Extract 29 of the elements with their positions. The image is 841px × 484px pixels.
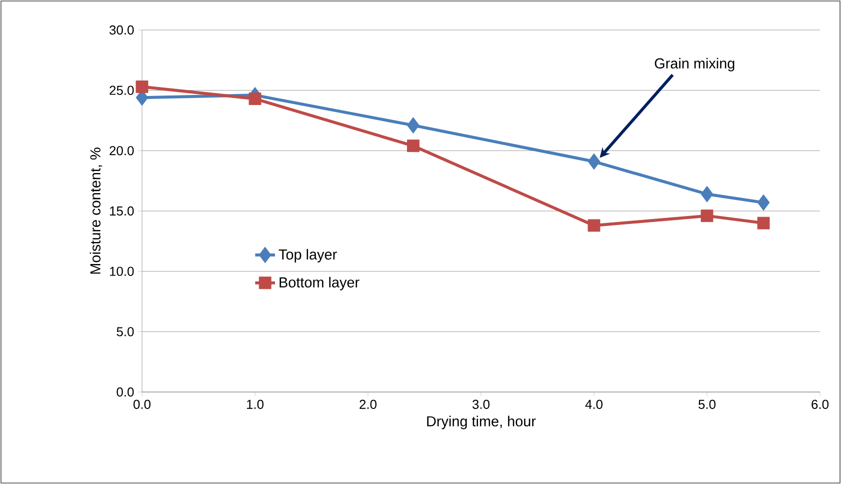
y-tick-label: 15.0 [110,206,134,216]
y-tick-label: 5.0 [116,327,134,336]
y-tick-label: 30.0 [110,25,134,35]
x-tick-label: 1.0 [246,400,264,409]
legend-label: Top layer [278,248,337,262]
x-tick-label: 6.0 [812,400,829,409]
point [588,153,600,170]
point [248,92,262,106]
point [700,210,714,222]
point [700,186,714,202]
y-tick-label: 25.0 [110,86,134,95]
x-tick-label: 5.0 [698,400,716,409]
x-tick-label: 2.0 [360,400,377,409]
y-tick-label: 20.0 [110,146,134,156]
y-tick-label: 10.0 [110,266,134,276]
x-tick-label: 4.0 [585,400,603,409]
point [757,216,770,230]
legend-label: Bottom layer [280,276,360,290]
x-axis-title: Drying time, hour [427,416,536,430]
point [757,194,770,211]
point [588,219,600,232]
y-tick-label: 0.0 [116,387,134,397]
y-axis-title: Moisture content, % [90,148,102,274]
annotation: Grain mixing [654,58,734,72]
point [406,140,420,152]
x-tick-label: 0.0 [134,400,151,409]
point [406,117,420,134]
x-tick-label: 3.0 [472,400,490,409]
point [136,80,148,93]
